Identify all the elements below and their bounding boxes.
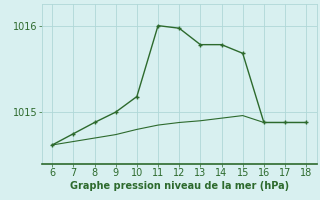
X-axis label: Graphe pression niveau de la mer (hPa): Graphe pression niveau de la mer (hPa): [70, 181, 289, 191]
